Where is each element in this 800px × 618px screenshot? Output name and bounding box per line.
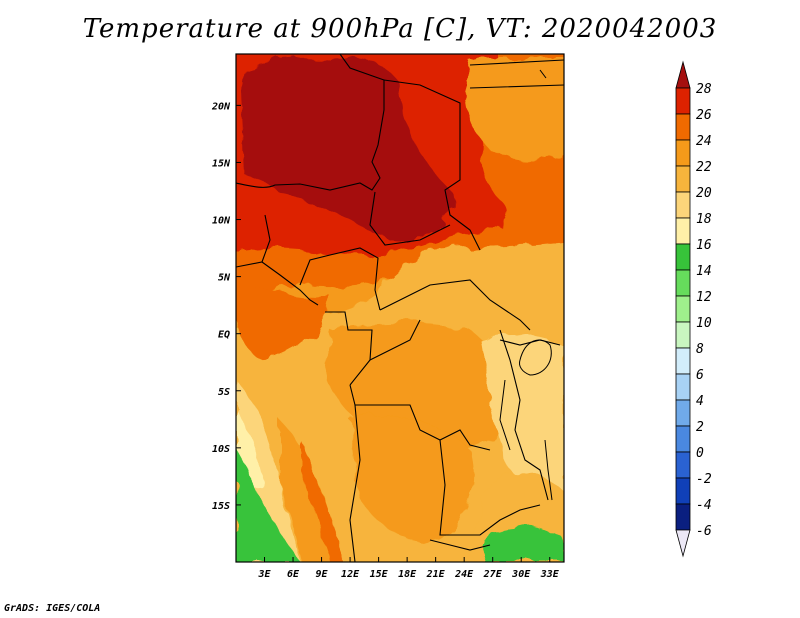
temperature-field (236, 54, 564, 562)
colorbar-segment (675, 503, 691, 531)
border-cameroon (299, 247, 381, 311)
y-tick-label: 15N (212, 158, 231, 169)
colorbar-label: 8 (696, 342, 704, 357)
colorbar-segment (675, 165, 691, 193)
colorbar-segment (675, 243, 691, 271)
field-24C-gulf (236, 280, 330, 360)
colorbar-label: -6 (696, 524, 712, 539)
border-drc-south (349, 384, 491, 451)
y-tick-label: 15S (212, 501, 230, 512)
colorbar-segment (675, 113, 691, 141)
field-22C-ne (466, 60, 564, 160)
colorbar-label: 0 (696, 446, 704, 461)
plot-frame (235, 53, 565, 563)
colorbar-segment (675, 269, 691, 297)
y-tick-label: 20N (211, 101, 231, 112)
colorbar-label: -2 (696, 472, 712, 487)
field-24C-angola (300, 440, 346, 562)
colorbar-label: 12 (696, 290, 712, 305)
y-axis: 20N 15N 10N 5N EQ 5S 10S 15S (211, 101, 241, 512)
border-angola-zambia (439, 439, 541, 536)
border-botswana (429, 539, 491, 551)
colorbar-segment (675, 477, 691, 505)
grads-credit: GrADS: IGES/COLA (4, 603, 101, 614)
border-benin (261, 214, 271, 263)
colorbar-segment (675, 347, 691, 375)
border-car-south (379, 279, 531, 331)
colorbar-label: 24 (696, 134, 712, 149)
chart-title: Temperature at 900hPa [C], VT: 202004200… (82, 14, 718, 44)
x-tick-label: 33E (540, 569, 560, 580)
colorbar-segment (675, 139, 691, 167)
x-tick-label: 6E (287, 569, 300, 580)
field-14C-zimbabwe (480, 528, 564, 562)
x-tick-label: 9E (316, 569, 329, 580)
field-18C-east (480, 334, 564, 501)
lake-malawi (544, 439, 553, 501)
colorbar-segment (675, 373, 691, 401)
colorbar-arrow-top (675, 60, 691, 89)
border-congo (369, 319, 421, 361)
colorbar-label: 16 (696, 238, 712, 253)
border-chad-sudan (383, 79, 481, 251)
colorbar-segment (675, 295, 691, 323)
colorbar-label: 4 (696, 394, 704, 409)
y-tick-label: EQ (218, 330, 230, 341)
x-tick-label: 21E (426, 569, 446, 580)
lake-victoria (519, 339, 552, 376)
x-tick-label: 18E (398, 569, 417, 580)
x-tick-label: 24E (454, 569, 474, 580)
y-tick-label: 10N (212, 216, 231, 227)
colorbar-segment (675, 451, 691, 479)
x-tick-label: 12E (341, 569, 360, 580)
border-gabon (325, 311, 373, 386)
colorbar-label: 18 (696, 212, 712, 227)
x-axis: 3E 6E 9E 12E 15E 18E 21E 24E 27E 30E 33E (257, 557, 560, 580)
border-angola-coast (349, 404, 361, 562)
colorbar-label: 2 (696, 420, 704, 435)
border-car-north (369, 191, 451, 246)
border-sahel (236, 54, 385, 191)
colorbar-label: 22 (696, 160, 712, 175)
colorbar-label: 20 (696, 186, 712, 201)
y-tick-label: 10S (212, 444, 230, 455)
lake-tanganyika (499, 379, 511, 451)
x-tick-label: 30E (511, 569, 531, 580)
colorbar-label: 10 (696, 316, 712, 331)
field-14C-namibia (236, 448, 300, 562)
colorbar-label: 26 (696, 108, 712, 123)
border-egypt (469, 59, 564, 89)
y-tick-label: 5S (218, 387, 230, 398)
y-tick-label: 5N (218, 273, 231, 284)
colorbar-segment (675, 399, 691, 427)
colorbar-segment (675, 87, 691, 115)
x-tick-label: 3E (257, 569, 271, 580)
field-28C-core (240, 58, 455, 241)
border-east (499, 329, 549, 501)
x-tick-label: 15E (370, 569, 389, 580)
colorbar-label: -4 (696, 498, 712, 513)
colorbar-segment (675, 217, 691, 245)
colorbar-label: 28 (696, 82, 712, 97)
water-bodies (499, 69, 553, 501)
colorbar-label: 14 (696, 264, 712, 279)
colorbar-segment (675, 191, 691, 219)
x-tick-label: 27E (483, 569, 503, 580)
colorbar-arrow-bottom (675, 529, 691, 558)
colorbar-segment (675, 321, 691, 349)
border-gulf-coast (236, 261, 319, 306)
nile-delta (539, 69, 547, 79)
colorbar-segment (675, 425, 691, 453)
colorbar-label: 6 (696, 368, 704, 383)
